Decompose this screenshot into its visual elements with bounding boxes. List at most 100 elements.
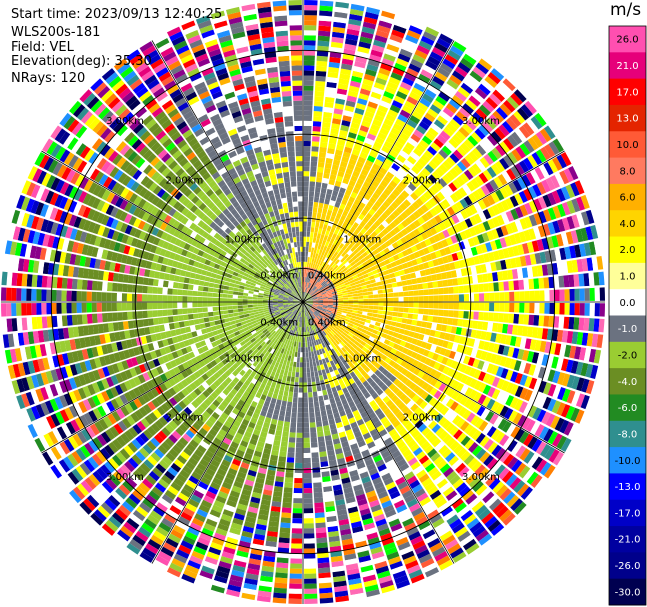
ppi-gate <box>417 314 424 321</box>
ppi-gate <box>503 313 510 323</box>
ppi-gate <box>468 293 475 302</box>
ppi-gate <box>304 0 318 6</box>
ppi-gate <box>294 462 303 469</box>
ppi-gate <box>533 315 540 326</box>
ppi-gate <box>401 318 408 324</box>
ppi-gate <box>524 302 530 313</box>
ppi-gate <box>342 115 352 122</box>
ppi-gate <box>318 15 332 22</box>
ppi-gate <box>303 538 315 544</box>
ppi-gate <box>280 441 288 448</box>
ppi-gate <box>416 277 423 284</box>
ppi-gate <box>316 426 323 433</box>
ppi-gate <box>594 287 600 301</box>
ppi-gate <box>289 578 302 584</box>
ppi-gate <box>377 289 384 294</box>
ppi-gate <box>307 377 312 383</box>
ppi-gate <box>351 149 361 157</box>
ppi-gate <box>281 400 287 407</box>
ppi-gate <box>303 65 315 71</box>
ppi-gate <box>309 272 313 279</box>
ppi-gate <box>304 327 307 333</box>
ppi-gate <box>311 141 320 147</box>
ppi-gate <box>329 56 341 64</box>
ppi-gate <box>317 436 325 443</box>
ppi-gate <box>283 390 289 397</box>
ppi-gate <box>290 563 302 569</box>
ppi-gate <box>332 118 341 125</box>
ppi-gate <box>304 276 306 282</box>
ppi-gate <box>278 456 287 463</box>
ppi-gate <box>569 303 575 316</box>
ppi-gate <box>294 351 298 358</box>
ppi-gate <box>362 78 374 87</box>
ppi-gate <box>303 105 313 111</box>
ppi-gate <box>311 376 316 383</box>
ppi-gate <box>499 302 505 312</box>
ppi-gate <box>369 54 382 63</box>
ppi-gate <box>338 300 344 302</box>
ppi-gate <box>297 347 301 353</box>
ppi-gate <box>349 13 363 22</box>
ppi-gate <box>317 370 323 376</box>
ppi-gate <box>295 442 303 448</box>
ppi-gate <box>295 452 303 459</box>
ppi-gate <box>342 306 349 309</box>
ppi-gate <box>312 252 316 259</box>
ppi-gate <box>319 10 333 17</box>
ppi-gate <box>498 313 505 323</box>
ppi-gate <box>391 316 398 322</box>
ppi-gate <box>554 289 560 301</box>
ppi-gate <box>313 196 320 203</box>
ppi-gate <box>278 542 290 549</box>
ppi-gate <box>388 306 394 312</box>
ppi-gate <box>293 488 303 494</box>
ppi-gate <box>357 310 363 315</box>
ppi-gate <box>401 280 408 286</box>
ppi-gate <box>312 126 321 132</box>
ppi-gate <box>423 289 429 296</box>
ppi-gate <box>312 211 317 218</box>
ppi-gate <box>303 447 311 453</box>
ppi-gate <box>286 406 292 413</box>
ppi-gate <box>349 8 364 17</box>
ppi-gate <box>301 337 303 343</box>
ppi-gate <box>328 138 337 145</box>
ppi-gate <box>352 70 364 79</box>
ppi-gate <box>294 477 303 484</box>
ppi-gate <box>344 38 358 46</box>
ppi-gate <box>281 512 292 519</box>
ppi-gate <box>504 302 510 312</box>
ppi-gate <box>286 462 294 468</box>
ppi-gate <box>318 151 327 158</box>
ppi-gate <box>554 303 560 315</box>
ppi-gate <box>421 276 428 283</box>
ppi-gate <box>323 111 333 118</box>
ppi-gate <box>343 297 349 300</box>
ppi-gate <box>303 533 315 539</box>
ppi-gate <box>355 102 366 111</box>
ppi-gate <box>463 311 469 319</box>
ppi-gate <box>428 302 434 309</box>
ppi-gate <box>310 262 314 268</box>
ppi-gate <box>278 373 284 380</box>
ppi-gate <box>282 375 288 381</box>
ppi-gate <box>304 568 317 574</box>
ppi-gate <box>558 316 565 329</box>
ppi-gate <box>305 256 308 262</box>
ppi-gate <box>381 314 388 320</box>
ppi-gate <box>315 380 321 387</box>
ppi-gate <box>295 447 303 453</box>
ppi-gate <box>383 293 389 298</box>
ppi-gate <box>427 282 434 289</box>
ppi-gate <box>366 315 372 320</box>
ppi-gate <box>394 62 407 72</box>
ppi-gate <box>564 289 570 301</box>
ppi-gate <box>319 451 327 458</box>
ppi-gate <box>367 312 373 317</box>
ppi-gate <box>494 292 500 302</box>
ppi-gate <box>350 75 363 83</box>
ppi-gate <box>371 286 378 291</box>
ppi-gate <box>307 251 311 258</box>
ppi-gate <box>358 302 364 305</box>
